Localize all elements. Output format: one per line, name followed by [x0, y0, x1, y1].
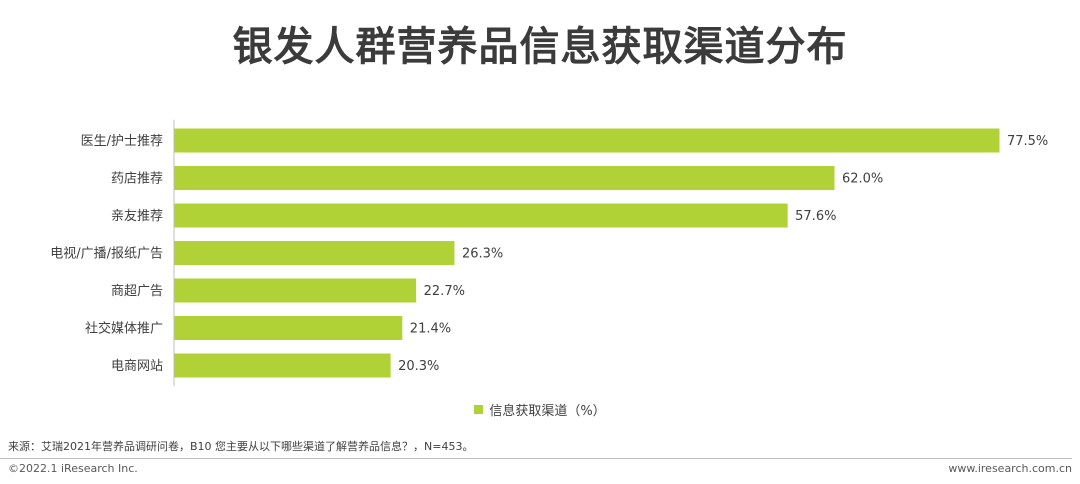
data-label: 57.6%: [795, 209, 836, 224]
legend: 信息获取渠道（%）: [0, 400, 1080, 419]
footer-divider: [0, 458, 1072, 459]
data-label: 20.3%: [398, 359, 439, 374]
data-label: 26.3%: [462, 247, 503, 262]
legend-label: 信息获取渠道（%）: [489, 404, 606, 419]
bar: [174, 128, 1000, 153]
data-label: 21.4%: [410, 322, 451, 337]
copyright: ©2022.1 iResearch Inc.: [8, 462, 138, 475]
bar: [174, 166, 835, 190]
bar: [174, 353, 391, 378]
category-label: 亲友推荐: [111, 208, 163, 224]
bar: [174, 241, 455, 265]
category-label: 医生/护士推荐: [81, 134, 163, 149]
bar: [174, 316, 403, 340]
bar: [174, 278, 417, 303]
website-link[interactable]: www.iresearch.com.cn: [948, 462, 1072, 475]
category-label: 电视/广播/报纸广告: [50, 247, 163, 262]
source-note: 来源：艾瑞2021年营养品调研问卷，B10 您主要从以下哪些渠道了解营养品信息？…: [8, 440, 474, 453]
category-label: 药店推荐: [111, 172, 163, 187]
category-label: 电商网站: [111, 359, 163, 374]
data-label: 77.5%: [1007, 134, 1048, 149]
category-label: 商超广告: [111, 284, 163, 299]
category-label: 社交媒体推广: [85, 321, 163, 337]
bar: [174, 203, 788, 228]
data-label: 22.7%: [424, 284, 465, 299]
data-label: 62.0%: [842, 172, 883, 187]
legend-swatch: [474, 405, 484, 414]
chart-title: 银发人群营养品信息获取渠道分布: [232, 24, 848, 70]
